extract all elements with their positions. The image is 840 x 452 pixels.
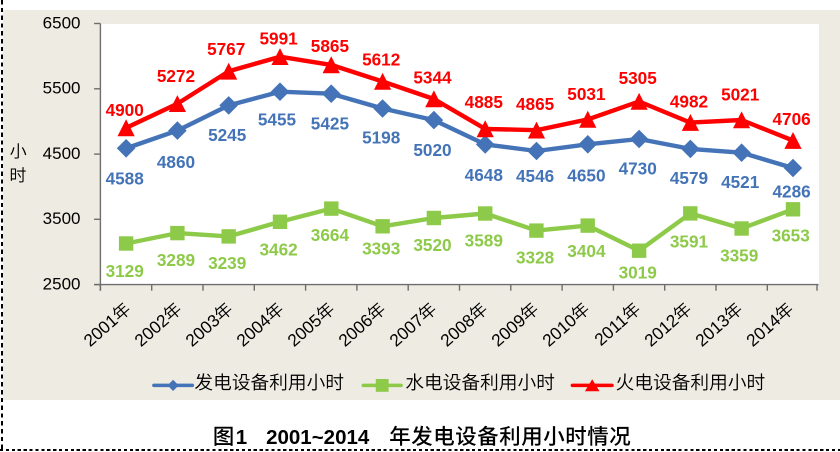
svg-text:2011: 2011 <box>590 310 631 350</box>
svg-text:3359: 3359 <box>720 245 758 265</box>
svg-text:5344: 5344 <box>413 68 452 88</box>
svg-text:4579: 4579 <box>670 168 708 188</box>
svg-text:3393: 3393 <box>362 238 400 258</box>
svg-text:4286: 4286 <box>772 181 810 201</box>
svg-text:2007: 2007 <box>385 310 427 350</box>
svg-text:5272: 5272 <box>157 66 195 86</box>
svg-text:2014: 2014 <box>742 310 784 351</box>
svg-text:4521: 4521 <box>721 172 760 192</box>
svg-text:4865: 4865 <box>516 94 555 114</box>
svg-text:4860: 4860 <box>157 152 195 172</box>
svg-text:5305: 5305 <box>619 68 658 88</box>
svg-text:2003: 2003 <box>181 310 223 350</box>
svg-text:4730: 4730 <box>619 159 657 179</box>
svg-text:5198: 5198 <box>362 128 401 148</box>
svg-text:3328: 3328 <box>516 248 555 268</box>
svg-text:5021: 5021 <box>721 85 760 105</box>
svg-text:2500: 2500 <box>43 274 81 293</box>
svg-text:1: 1 <box>236 426 247 449</box>
svg-text:2006: 2006 <box>334 310 376 350</box>
svg-text:3664: 3664 <box>311 225 350 245</box>
svg-text:4648: 4648 <box>465 165 504 185</box>
svg-text:2012: 2012 <box>640 310 682 350</box>
svg-text:5991: 5991 <box>259 29 298 49</box>
svg-text:2005: 2005 <box>283 310 325 350</box>
svg-text:2001~2014: 2001~2014 <box>266 426 370 449</box>
svg-text:3289: 3289 <box>157 250 195 270</box>
svg-text:2002: 2002 <box>130 310 172 350</box>
svg-text:5031: 5031 <box>567 84 606 104</box>
svg-text:3019: 3019 <box>619 262 657 282</box>
svg-text:2001: 2001 <box>80 310 122 350</box>
svg-text:6500: 6500 <box>43 13 81 32</box>
svg-text:4650: 4650 <box>567 165 605 185</box>
svg-text:5455: 5455 <box>258 109 297 129</box>
svg-text:3591: 3591 <box>670 231 709 251</box>
svg-text:4982: 4982 <box>670 92 708 112</box>
svg-text:5425: 5425 <box>311 114 350 134</box>
svg-text:5767: 5767 <box>207 39 245 59</box>
svg-text:2010: 2010 <box>538 310 580 350</box>
svg-text:3589: 3589 <box>465 231 503 251</box>
svg-text:5500: 5500 <box>43 79 81 98</box>
svg-text:2004: 2004 <box>232 310 274 351</box>
svg-text:5245: 5245 <box>208 125 247 145</box>
svg-text:3239: 3239 <box>208 253 246 273</box>
svg-text:2009: 2009 <box>487 310 529 350</box>
svg-text:4900: 4900 <box>106 100 144 120</box>
svg-text:3653: 3653 <box>772 226 810 246</box>
svg-text:2013: 2013 <box>691 310 733 350</box>
svg-text:4588: 4588 <box>106 169 145 189</box>
svg-text:3520: 3520 <box>413 235 451 255</box>
svg-text:4546: 4546 <box>516 166 554 186</box>
svg-text:4706: 4706 <box>772 109 810 129</box>
svg-text:5020: 5020 <box>413 140 451 160</box>
svg-text:3404: 3404 <box>567 241 606 261</box>
svg-text:4500: 4500 <box>43 144 81 163</box>
svg-text:5612: 5612 <box>362 49 400 69</box>
svg-text:3129: 3129 <box>106 261 144 281</box>
svg-text:5865: 5865 <box>311 36 350 56</box>
svg-text:4885: 4885 <box>465 92 504 112</box>
svg-text:2008: 2008 <box>436 310 478 350</box>
svg-text:3500: 3500 <box>43 209 81 228</box>
svg-text:3462: 3462 <box>259 240 297 260</box>
